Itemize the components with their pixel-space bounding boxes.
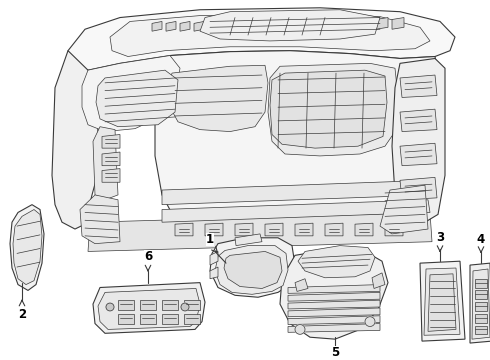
Circle shape [295, 324, 305, 334]
Polygon shape [162, 200, 430, 222]
Polygon shape [475, 291, 487, 299]
Polygon shape [400, 143, 437, 166]
Polygon shape [152, 22, 162, 31]
Polygon shape [205, 223, 223, 236]
Polygon shape [236, 22, 246, 31]
Polygon shape [166, 22, 176, 31]
Polygon shape [80, 195, 120, 244]
Polygon shape [98, 288, 200, 329]
Text: 1: 1 [206, 233, 214, 246]
Polygon shape [224, 251, 282, 288]
Polygon shape [400, 177, 437, 200]
Polygon shape [168, 65, 268, 131]
Polygon shape [102, 152, 120, 166]
Polygon shape [93, 283, 205, 333]
Text: 4: 4 [477, 233, 485, 246]
Polygon shape [222, 22, 232, 31]
Polygon shape [200, 10, 380, 41]
Polygon shape [288, 308, 380, 317]
Polygon shape [475, 314, 487, 323]
Polygon shape [288, 316, 380, 324]
Polygon shape [296, 18, 308, 29]
Polygon shape [298, 246, 375, 278]
Polygon shape [208, 22, 218, 31]
Polygon shape [280, 18, 292, 29]
Polygon shape [472, 269, 490, 339]
Polygon shape [13, 210, 42, 284]
Circle shape [106, 303, 114, 311]
Polygon shape [118, 300, 134, 310]
Polygon shape [155, 51, 440, 234]
Polygon shape [380, 185, 428, 234]
Polygon shape [215, 246, 288, 294]
Polygon shape [235, 223, 253, 236]
Polygon shape [325, 223, 343, 236]
Polygon shape [162, 180, 432, 205]
Text: 6: 6 [144, 250, 152, 263]
Polygon shape [175, 223, 193, 236]
Polygon shape [475, 325, 487, 334]
Polygon shape [82, 55, 180, 131]
Circle shape [365, 317, 375, 327]
Polygon shape [295, 279, 308, 291]
Polygon shape [424, 268, 460, 335]
Polygon shape [10, 205, 44, 291]
Polygon shape [180, 22, 190, 31]
Polygon shape [372, 273, 385, 288]
Polygon shape [184, 314, 200, 324]
Polygon shape [52, 51, 100, 229]
Polygon shape [140, 314, 156, 324]
Polygon shape [102, 135, 120, 148]
Polygon shape [475, 302, 487, 311]
Polygon shape [312, 18, 324, 29]
Polygon shape [392, 18, 404, 29]
Polygon shape [288, 284, 380, 293]
Polygon shape [270, 70, 387, 148]
Polygon shape [376, 18, 388, 29]
Polygon shape [385, 223, 403, 236]
Polygon shape [110, 14, 430, 57]
Polygon shape [68, 8, 455, 70]
Polygon shape [210, 267, 218, 279]
Polygon shape [162, 314, 178, 324]
Polygon shape [400, 75, 437, 98]
Polygon shape [295, 223, 313, 236]
Polygon shape [280, 249, 388, 339]
Text: 3: 3 [436, 231, 444, 244]
Polygon shape [210, 238, 295, 297]
Polygon shape [475, 279, 487, 288]
Polygon shape [288, 292, 380, 301]
Polygon shape [184, 300, 200, 310]
Polygon shape [344, 18, 356, 29]
Text: 5: 5 [331, 346, 339, 359]
Polygon shape [88, 212, 432, 251]
Polygon shape [162, 300, 178, 310]
Polygon shape [118, 314, 134, 324]
Polygon shape [288, 324, 380, 332]
Polygon shape [328, 18, 340, 29]
Polygon shape [268, 63, 398, 156]
Polygon shape [93, 127, 118, 200]
Polygon shape [288, 300, 380, 309]
Polygon shape [210, 251, 218, 265]
Text: 2: 2 [18, 308, 26, 321]
Polygon shape [355, 223, 373, 236]
Polygon shape [470, 263, 490, 343]
Polygon shape [428, 274, 456, 331]
Polygon shape [360, 18, 372, 29]
Polygon shape [235, 234, 262, 246]
Polygon shape [96, 70, 178, 127]
Polygon shape [420, 261, 465, 341]
Polygon shape [140, 300, 156, 310]
Polygon shape [392, 58, 445, 222]
Circle shape [181, 303, 189, 311]
Polygon shape [102, 168, 120, 182]
Polygon shape [265, 223, 283, 236]
Polygon shape [400, 109, 437, 131]
Polygon shape [194, 22, 204, 31]
